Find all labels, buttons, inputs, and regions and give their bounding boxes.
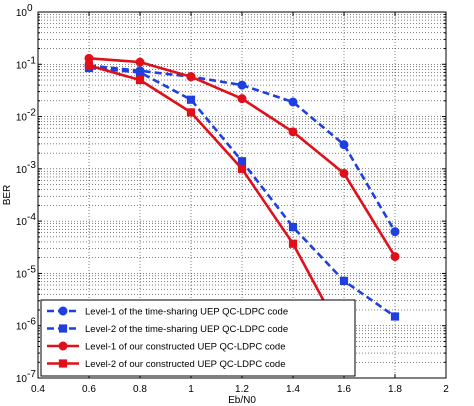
data-point bbox=[288, 239, 298, 248]
x-tick-label: 1 bbox=[188, 384, 194, 395]
y-tick-exponent: -2 bbox=[27, 108, 36, 119]
y-tick-base: 10 bbox=[16, 113, 28, 124]
legend-box bbox=[40, 299, 356, 377]
data-point bbox=[135, 75, 145, 85]
legend: Level-1 of the time-sharing UEP QC-LDPC … bbox=[40, 299, 356, 377]
data-point bbox=[237, 164, 247, 173]
data-point bbox=[390, 312, 400, 321]
data-point bbox=[186, 95, 196, 104]
y-tick-base: 10 bbox=[16, 165, 28, 176]
y-tick-base: 10 bbox=[16, 269, 28, 280]
data-point bbox=[288, 127, 298, 137]
y-tick-exponent: -4 bbox=[27, 212, 36, 223]
x-tick-label: 0.8 bbox=[133, 384, 147, 395]
y-tick-exponent: -6 bbox=[27, 317, 36, 328]
series-line bbox=[88, 64, 346, 340]
data-point bbox=[58, 359, 68, 368]
data-point bbox=[390, 252, 400, 262]
y-tick-exponent: -7 bbox=[27, 369, 36, 380]
x-tick-label: 1.4 bbox=[286, 384, 300, 395]
y-tick-label: 10 -1 bbox=[16, 55, 36, 71]
tick-marks bbox=[37, 12, 447, 378]
series-layer bbox=[84, 53, 400, 343]
data-point bbox=[58, 324, 68, 333]
data-point bbox=[58, 306, 68, 316]
data-point bbox=[288, 222, 298, 232]
legend-label: Level-1 of the time-sharing UEP QC-LDPC … bbox=[85, 307, 288, 318]
y-tick-label: 10 -4 bbox=[16, 212, 36, 228]
data-point bbox=[288, 97, 298, 107]
data-point bbox=[339, 168, 349, 178]
x-tick-label: 1.6 bbox=[337, 384, 351, 395]
y-tick-base: 10 bbox=[16, 322, 28, 333]
x-tick-label: 2 bbox=[443, 384, 449, 395]
legend-entry: Level-1 of our constructed UEP QC-LDPC c… bbox=[47, 341, 285, 353]
y-axis-label: BER bbox=[2, 185, 13, 206]
data-point bbox=[390, 227, 400, 237]
data-point bbox=[58, 341, 68, 351]
x-tick-label: 0.6 bbox=[82, 384, 96, 395]
data-point bbox=[84, 53, 94, 63]
y-tick-label: 10 -6 bbox=[16, 317, 36, 333]
grid bbox=[38, 12, 446, 378]
data-point bbox=[186, 108, 196, 117]
x-axis-label: Eb/N0 bbox=[228, 395, 256, 406]
data-point bbox=[339, 140, 349, 150]
data-point bbox=[237, 94, 247, 104]
y-tick-base: 10 bbox=[16, 60, 28, 71]
x-tick-label: 1.8 bbox=[388, 384, 402, 395]
x-tick-label: 1.2 bbox=[235, 384, 249, 395]
y-tick-exponent: -1 bbox=[27, 55, 36, 66]
y-tick-exponent: -5 bbox=[27, 264, 36, 275]
y-tick-base: 10 bbox=[16, 8, 28, 19]
legend-label: Level-1 of our constructed UEP QC-LDPC c… bbox=[85, 342, 285, 353]
legend-entry: Level-2 of our constructed UEP QC-LDPC c… bbox=[47, 359, 285, 370]
y-tick-label: 10 -3 bbox=[16, 160, 36, 176]
x-tick-labels: 0.4 0.6 0.8 1 1.2 1.4 1.6 1.8 2 bbox=[31, 384, 449, 395]
y-tick-base: 10 bbox=[16, 374, 28, 385]
data-point bbox=[135, 68, 145, 77]
data-point bbox=[237, 80, 247, 90]
data-point bbox=[84, 61, 94, 70]
y-tick-label: 10 -7 bbox=[16, 369, 36, 385]
data-point bbox=[135, 57, 145, 67]
data-point bbox=[186, 72, 196, 82]
legend-entry: Level-2 of the time-sharing UEP QC-LDPC … bbox=[47, 324, 288, 335]
y-tick-label: 10 0 bbox=[16, 3, 33, 19]
legend-label: Level-2 of our constructed UEP QC-LDPC c… bbox=[85, 359, 285, 370]
y-tick-base: 10 bbox=[16, 217, 28, 228]
y-tick-exponent: 0 bbox=[27, 3, 33, 14]
y-tick-exponent: -3 bbox=[27, 160, 36, 171]
y-tick-label: 10 -2 bbox=[16, 108, 36, 124]
legend-entry: Level-1 of the time-sharing UEP QC-LDPC … bbox=[47, 306, 288, 318]
x-tick-label: 0.4 bbox=[31, 384, 45, 395]
y-tick-label: 10 -5 bbox=[16, 264, 36, 280]
legend-label: Level-2 of the time-sharing UEP QC-LDPC … bbox=[85, 324, 288, 335]
data-point bbox=[237, 157, 247, 166]
data-point bbox=[339, 276, 349, 285]
series-1 bbox=[84, 60, 400, 237]
